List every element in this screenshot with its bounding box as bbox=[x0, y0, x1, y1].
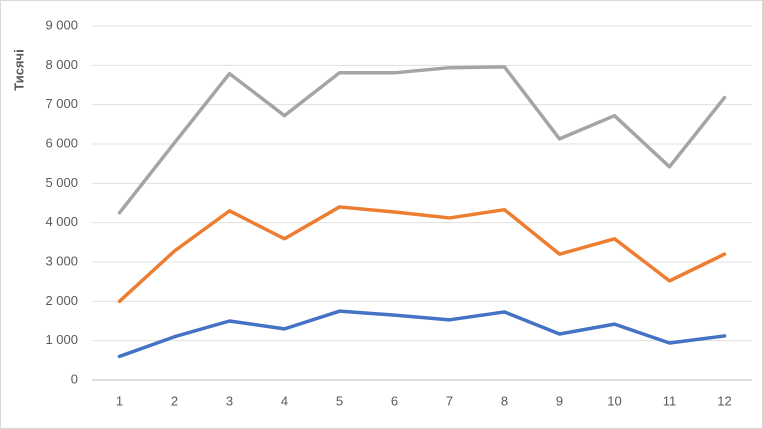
x-tick-label: 5 bbox=[336, 393, 343, 408]
x-tick-label: 3 bbox=[226, 393, 233, 408]
y-tick-label: 8 000 bbox=[45, 57, 78, 72]
series-line bbox=[117, 205, 727, 304]
x-tick-label: 7 bbox=[446, 393, 453, 408]
x-tick-label: 4 bbox=[281, 393, 288, 408]
x-tick-label: 6 bbox=[391, 393, 398, 408]
y-tick-label: 5 000 bbox=[45, 175, 78, 190]
y-tick-label: 7 000 bbox=[45, 96, 78, 111]
x-tick-label: 2 bbox=[171, 393, 178, 408]
y-axis-label: Тисячі bbox=[11, 49, 26, 90]
x-tick-label: 12 bbox=[717, 393, 731, 408]
y-tick-label: 4 000 bbox=[45, 214, 78, 229]
y-tick-label: 1 000 bbox=[45, 332, 78, 347]
y-tick-label: 0 bbox=[71, 371, 78, 386]
x-tick-label: 11 bbox=[663, 393, 677, 408]
x-tick-label: 10 bbox=[607, 393, 621, 408]
y-tick-label: 6 000 bbox=[45, 135, 78, 150]
series-line bbox=[117, 65, 727, 215]
y-tick-label: 9 000 bbox=[45, 17, 78, 32]
x-tick-label: 8 bbox=[501, 393, 508, 408]
y-tick-label: 3 000 bbox=[45, 253, 78, 268]
x-tick-label: 1 bbox=[116, 393, 123, 408]
y-tick-label: 2 000 bbox=[45, 293, 78, 308]
x-tick-label: 9 bbox=[556, 393, 563, 408]
series-line bbox=[117, 309, 727, 359]
